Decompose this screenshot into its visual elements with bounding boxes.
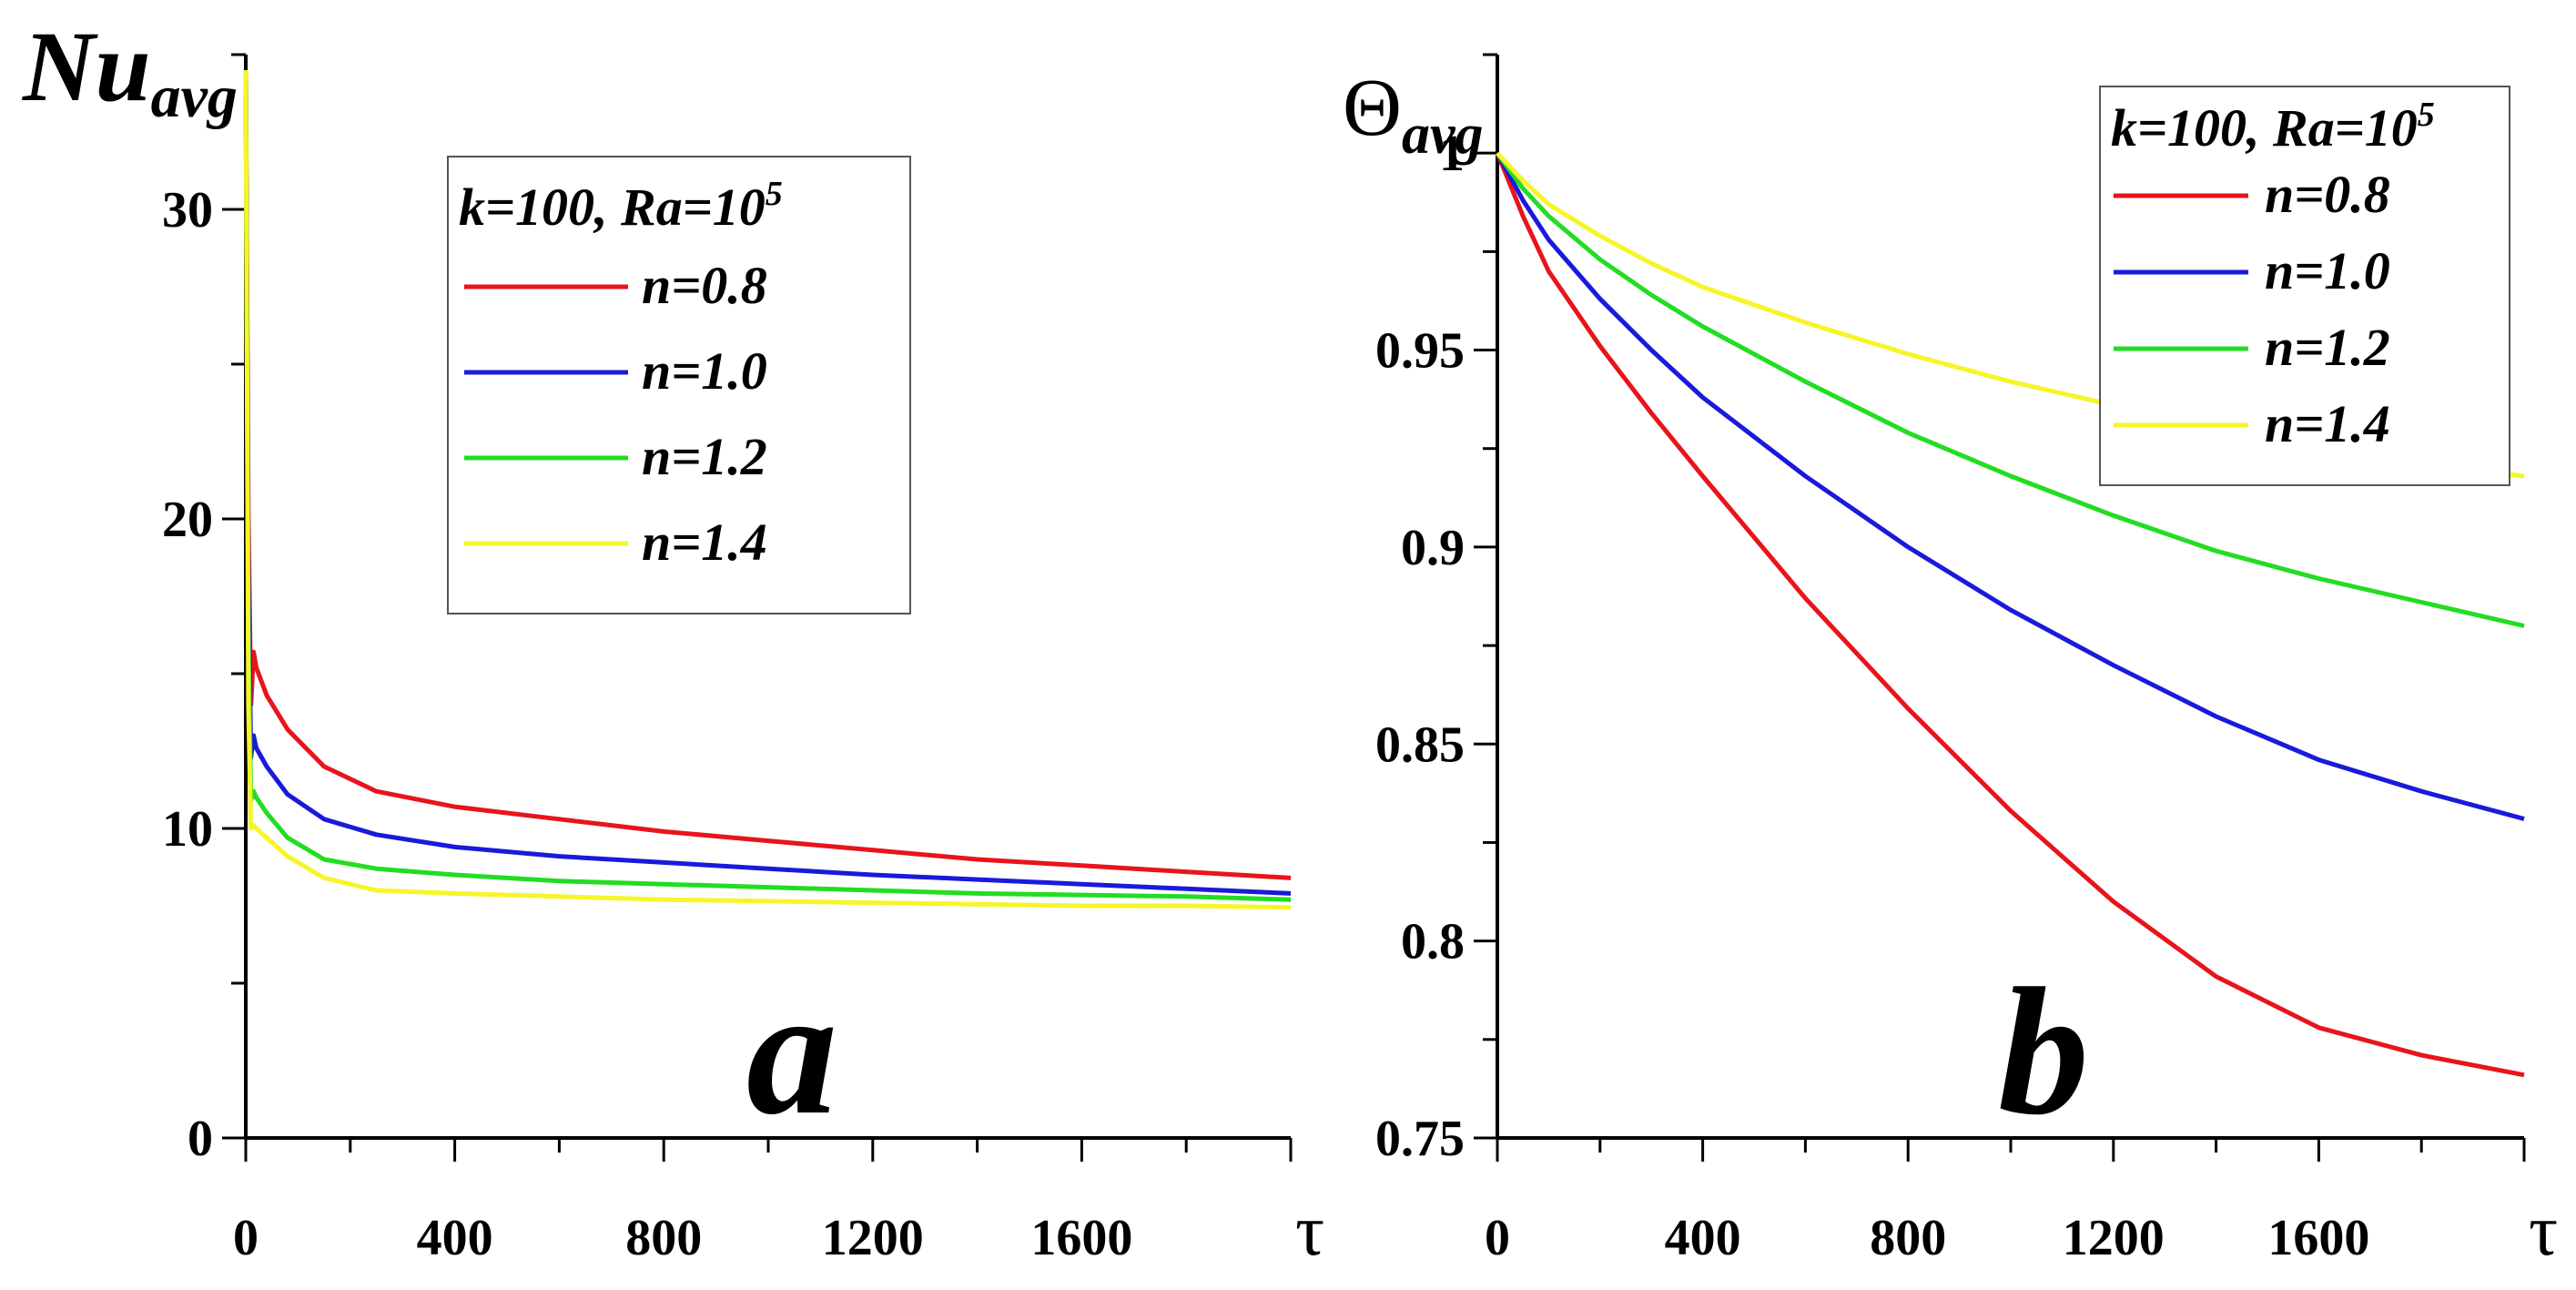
legend-label: n=0.8	[2265, 165, 2390, 224]
legend-label: n=1.4	[2265, 394, 2390, 453]
legend-label: n=1.4	[642, 513, 767, 572]
series-line-n=0.8	[1495, 152, 2525, 1078]
x-tick-label: 800	[625, 1210, 702, 1266]
legend-label: n=1.2	[642, 427, 767, 486]
y-axis-title: Nuavg	[21, 11, 238, 130]
series-line-n=1.2	[1495, 151, 2525, 628]
series-line-n=1.2	[243, 69, 1292, 902]
x-tick-label: 400	[417, 1210, 493, 1266]
x-tick-label: 1200	[2063, 1210, 2165, 1266]
panel-letter: a	[746, 951, 837, 1153]
x-tick-label: 800	[1870, 1210, 1946, 1266]
y-tick-label: 20	[162, 492, 213, 548]
x-tick-label: 1200	[822, 1210, 924, 1266]
legend-label: n=1.2	[2265, 318, 2390, 377]
y-tick-label: 0	[188, 1111, 213, 1167]
y-axis-title: Θavg	[1343, 63, 1484, 166]
y-tick-label: 1	[1439, 126, 1465, 182]
series-line-n=1.0	[1495, 152, 2525, 821]
legend-box	[447, 156, 911, 615]
series-line-n=1.0	[243, 69, 1292, 896]
y-tick-label: 0.8	[1401, 914, 1465, 970]
panel-b: 0 400 800 1200 1600 0.75 0.8 0.85 0.9 0.95 1 k=100,…	[1343, 53, 2558, 1271]
x-axis-title: τ	[2529, 1191, 2558, 1271]
legend-title: k=100, Ra=105	[2111, 96, 2435, 157]
legend-label: n=1.0	[2265, 241, 2390, 300]
x-tick-label: 0	[233, 1210, 259, 1266]
legend-label: n=1.0	[642, 341, 767, 401]
x-tick-label: 1600	[1030, 1210, 1132, 1266]
x-tick-label: 0	[1485, 1210, 1510, 1266]
y-tick-label: 0.85	[1375, 716, 1465, 773]
legend-box	[2099, 86, 2510, 486]
legend-title: k=100, Ra=105	[459, 175, 783, 237]
legend-label: n=0.8	[642, 256, 767, 315]
series-line-n=0.8	[243, 69, 1292, 880]
y-tick-label: 30	[162, 182, 213, 239]
y-tick-label: 0.9	[1401, 520, 1465, 576]
x-tick-label: 1600	[2267, 1210, 2369, 1266]
x-tick-label: 400	[1665, 1210, 1741, 1266]
panel-a: 0 400 800 1200 1600 0 10 20 30 k=100, Ra=105 n=0.8…	[21, 11, 1324, 1271]
y-tick-label: 0.75	[1375, 1111, 1465, 1167]
panel-letter: b	[1998, 951, 2089, 1153]
x-axis-title: τ	[1295, 1191, 1324, 1271]
series-line-n=1.4	[243, 69, 1292, 910]
y-tick-label: 0.95	[1375, 323, 1465, 380]
y-tick-label: 10	[162, 801, 213, 858]
